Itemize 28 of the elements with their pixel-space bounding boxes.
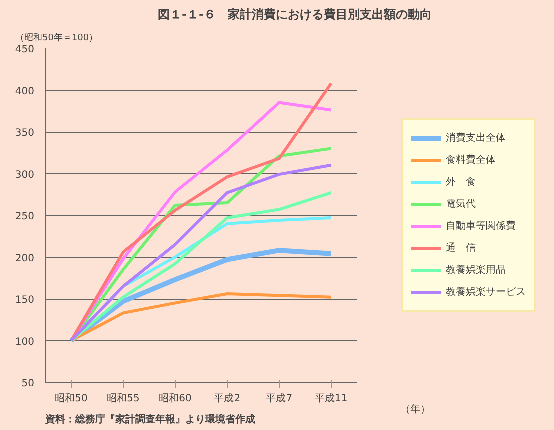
y-tick-label: 50 — [22, 378, 35, 390]
legend-label: 電気代 — [446, 198, 476, 211]
legend-label: 消費支出全体 — [446, 132, 506, 145]
legend-label: 通 信 — [446, 242, 476, 255]
legend-label: 教養娯楽サービス — [446, 286, 526, 299]
legend-label: 自動車等関係費 — [446, 220, 516, 233]
y-tick-label: 350 — [15, 128, 35, 139]
legend-label: 食料費全体 — [446, 154, 496, 167]
y-tick-label: 250 — [15, 212, 35, 222]
y-tick-label: 300 — [15, 170, 35, 181]
x-tick-label: 昭和60 — [159, 392, 192, 404]
x-axis-title: （年） — [400, 404, 430, 416]
y-tick-label: 150 — [15, 295, 35, 306]
y-tick-label: 400 — [15, 86, 35, 98]
legend-label: 外 食 — [446, 176, 476, 189]
x-tick-label: 昭和55 — [107, 392, 140, 404]
text: 資料：総務庁『家計調査年報』より環境省作成 — [44, 414, 256, 426]
x-tick-label: 昭和50 — [55, 392, 88, 404]
legend-label: 教養娯楽用品 — [446, 264, 506, 277]
chart-title: 図１-１-６ 家計消費における費目別支出額の動向 — [158, 8, 432, 22]
line-series — [70, 292, 333, 342]
y-tick-label: 200 — [15, 253, 35, 264]
y-axis-title: （昭和50年＝100） — [16, 32, 98, 44]
x-tick-label: 平成2 — [214, 392, 241, 404]
y-tick-label: 450 — [15, 44, 35, 56]
y-tick-label: 100 — [15, 336, 35, 348]
x-tick-label: 平成7 — [266, 392, 293, 404]
x-tick-label: 平成11 — [315, 392, 348, 404]
